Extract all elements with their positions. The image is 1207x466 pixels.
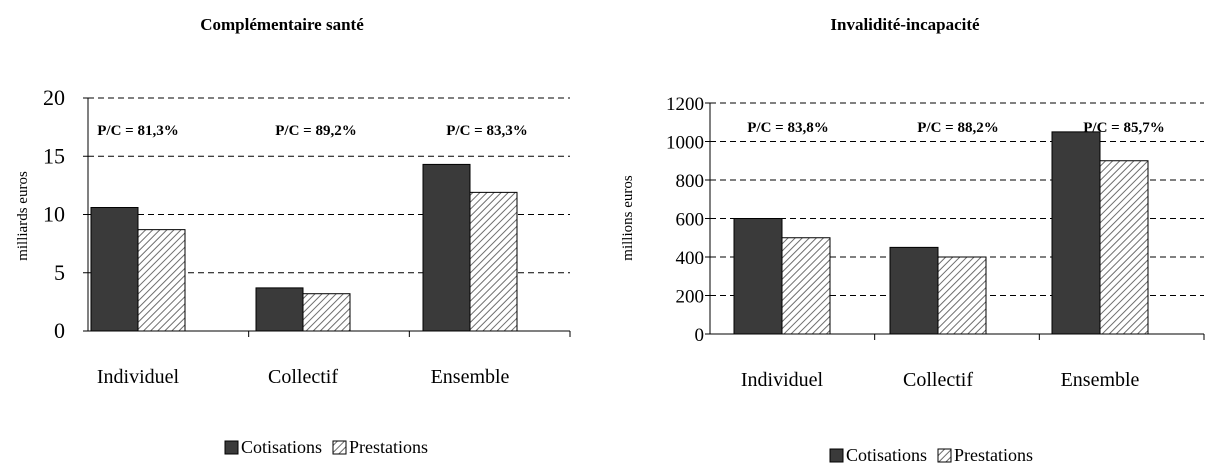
y-tick-label: 400 [676,248,705,269]
bar-prestations-individuel [137,229,186,332]
chart-complementaire-sante: Complémentaire santé milliards euros 0 5 1… [15,15,571,457]
pc-ratio-annotation: P/C = 89,2% [275,123,356,139]
legend: Cotisations Prestations [829,445,1033,465]
x-category-label: Individuel [97,366,180,388]
bar-prestations-individuel [781,237,831,335]
pc-ratio-annotation: P/C = 83,3% [446,123,527,139]
bar-cotisations-individuel [90,207,139,332]
y-tick-label: 0 [695,325,705,346]
legend-label-prestations: Prestations [954,445,1033,465]
y-tick-label: 800 [676,171,705,192]
y-axis-label: millions euros [620,175,636,261]
legend-swatch-prestations [937,448,952,463]
chart-invalidite-incapacite: Invalidité-incapacité millions euros 0 20… [620,15,1205,465]
chart-title: Complémentaire santé [200,15,364,34]
pc-ratio-annotation: P/C = 85,7% [1083,120,1164,136]
bar-cotisations-collectif [889,246,939,335]
bar-prestations-collectif [937,256,987,335]
legend-swatch-cotisations [224,440,239,455]
y-tick-label: 15 [43,143,65,168]
pc-ratio-annotation: P/C = 88,2% [917,120,998,136]
y-tick-label: 5 [54,260,65,285]
y-axis-label: milliards euros [15,171,31,261]
bar-cotisations-ensemble [1051,131,1101,335]
x-category-label: Collectif [268,366,338,388]
y-tick-label: 1200 [666,94,704,115]
y-tick-label: 600 [676,210,705,231]
y-tick-label: 0 [54,318,65,343]
legend-label-prestations: Prestations [349,437,428,457]
y-tick-label: 200 [676,287,705,308]
y-tick-label: 10 [43,202,65,227]
chart-title: Invalidité-incapacité [830,15,980,34]
bar-prestations-collectif [302,293,351,332]
pc-ratio-annotation: P/C = 83,8% [747,120,828,136]
bar-cotisations-individuel [733,218,783,335]
x-category-label: Collectif [903,369,973,391]
legend: Cotisations Prestations [224,437,428,457]
legend-swatch-cotisations [829,448,844,463]
bar-cotisations-collectif [255,287,304,332]
bar-prestations-ensemble [469,191,518,332]
x-category-label: Ensemble [431,366,510,388]
x-category-label: Individuel [741,369,824,391]
x-category-label: Ensemble [1061,369,1140,391]
pc-ratio-annotation: P/C = 81,3% [97,123,178,139]
y-tick-label: 1000 [666,133,704,154]
bar-cotisations-ensemble [422,163,471,332]
bar-prestations-ensemble [1099,160,1149,335]
legend-label-cotisations: Cotisations [846,445,927,465]
y-tick-label: 20 [43,85,65,110]
legend-label-cotisations: Cotisations [241,437,322,457]
legend-swatch-prestations [332,440,347,455]
